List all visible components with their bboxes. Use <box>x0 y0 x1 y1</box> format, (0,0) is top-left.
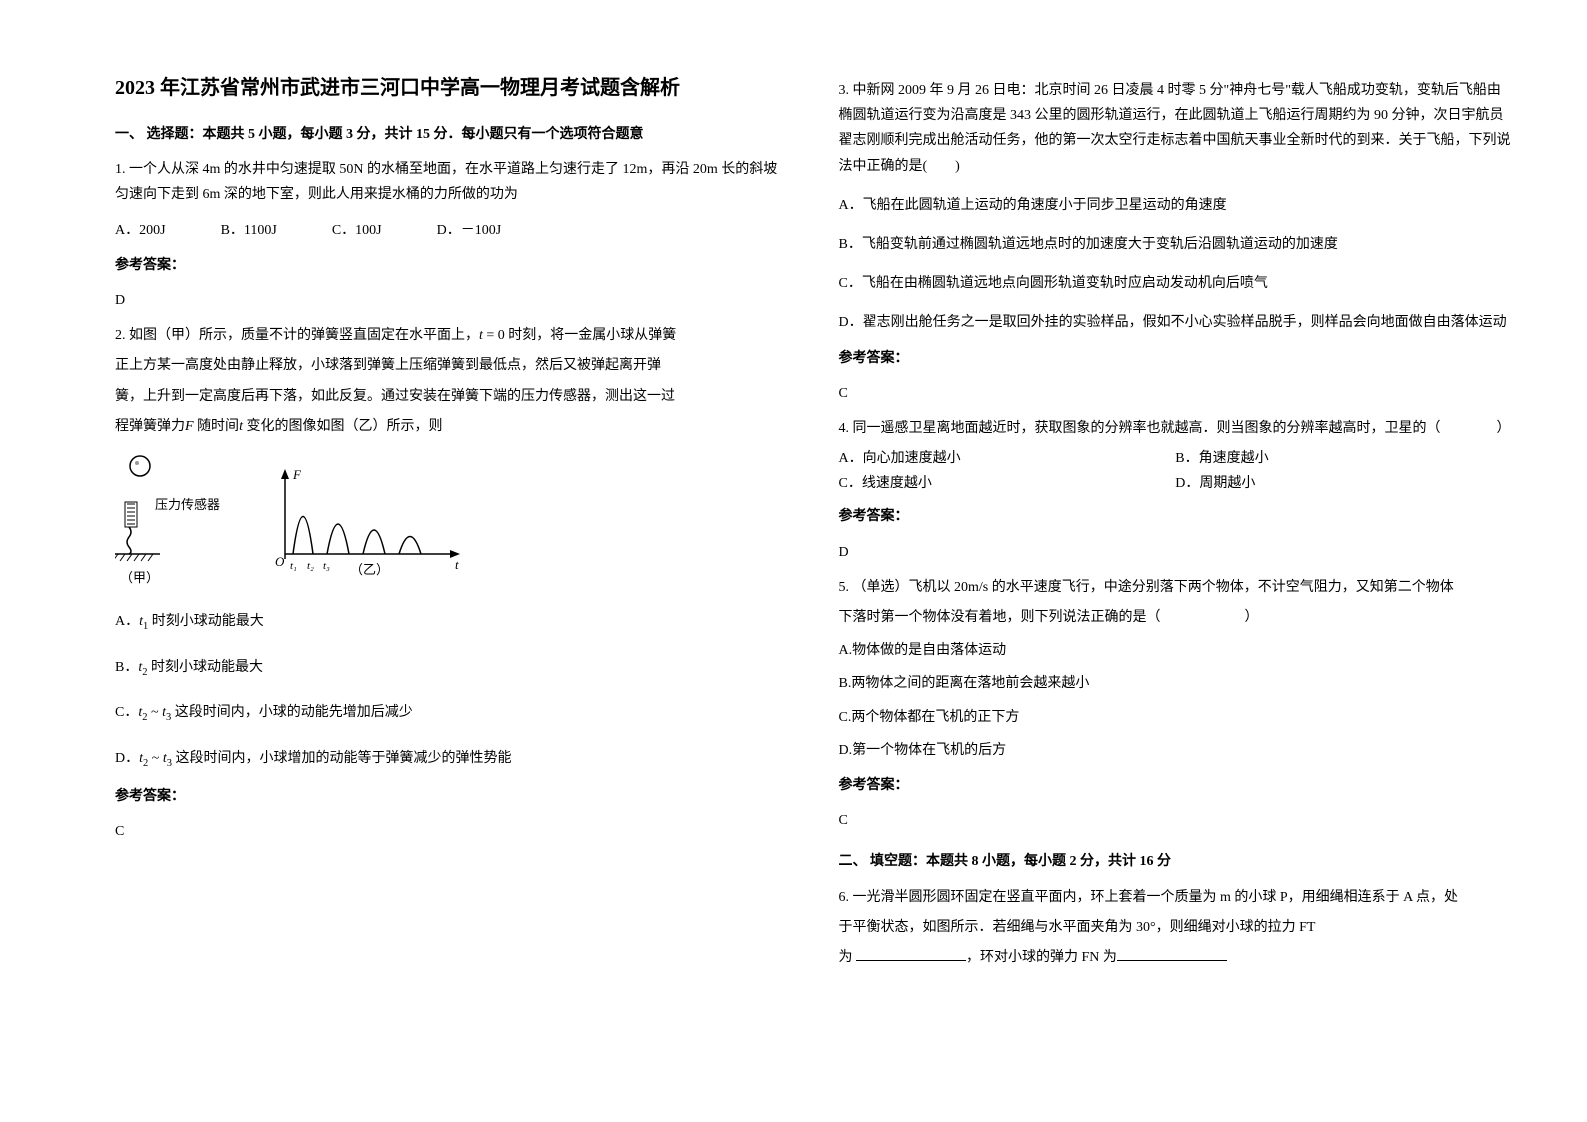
q2-opt-c: C．t2 ~ t3 这段时间内，小球的动能先增加后减少 <box>115 700 789 728</box>
svg-text:t₁: t₁ <box>290 560 297 572</box>
document-title: 2023 年江苏省常州市武进市三河口中学高一物理月考试题含解析 <box>115 70 789 106</box>
svg-text:t₂: t₂ <box>307 560 314 572</box>
question-4: 4. 同一遥感卫星离地面越近时，获取图象的分辨率也就越高．则当图象的分辨率越高时… <box>839 416 1513 497</box>
q3-answer-label: 参考答案： <box>839 346 1513 371</box>
q2-opt-a: A．t1 时刻小球动能最大 <box>115 609 789 637</box>
q2-line1: 2. 如图（甲）所示，质量不计的弹簧竖直固定在水平面上，t = 0 时刻，将一金… <box>115 323 789 348</box>
right-column: 3. 中新网 2009 年 9 月 26 日电：北京时间 26 日凌晨 4 时零… <box>814 70 1538 1082</box>
svg-text:t: t <box>455 557 459 572</box>
q5-opt-d: D.第一个物体在飞机的后方 <box>839 738 1513 763</box>
q3-answer: C <box>839 381 1513 406</box>
q2-line2: 正上方某一高度处由静止释放，小球落到弹簧上压缩弹簧到最低点，然后又被弹起离开弹 <box>115 353 789 378</box>
q3-opt-b: B．飞船变轨前通过椭圆轨道远地点时的加速度大于变轨后沿圆轨道运动的加速度 <box>839 232 1513 257</box>
q6-line1: 6. 一光滑半圆形圆环固定在竖直平面内，环上套着一个质量为 m 的小球 P，用细… <box>839 885 1513 910</box>
q1-opt-a: A．200J <box>115 218 166 243</box>
q3-opt-d: D．翟志刚出舱任务之一是取回外挂的实验样品，假如不小心实验样品脱手，则样品会向地… <box>839 310 1513 335</box>
question-2: 2. 如图（甲）所示，质量不计的弹簧竖直固定在水平面上，t = 0 时刻，将一金… <box>115 323 789 774</box>
q6-line3: 为 ，环对小球的弹力 FN 为 <box>839 945 1513 970</box>
q4-opt-c: C．线速度越小 <box>839 471 1176 496</box>
fig-yi-label: （乙） <box>350 562 389 577</box>
q2-opt-b: B．t2 时刻小球动能最大 <box>115 655 789 683</box>
question-6: 6. 一光滑半圆形圆环固定在竖直平面内，环上套着一个质量为 m 的小球 P，用细… <box>839 885 1513 971</box>
question-5: 5. （单选）飞机以 20m/s 的水平速度飞行，中途分别落下两个物体，不计空气… <box>839 575 1513 763</box>
q2-opt-d: D．t2 ~ t3 这段时间内，小球增加的动能等于弹簧减少的弹性势能 <box>115 746 789 774</box>
question-1: 1. 一个人从深 4m 的水井中匀速提取 50N 的水桶至地面，在水平道路上匀速… <box>115 157 789 243</box>
q2-line3: 簧，上升到一定高度后再下落，如此反复。通过安装在弹簧下端的压力传感器，测出这一过 <box>115 384 789 409</box>
q3-text: 3. 中新网 2009 年 9 月 26 日电：北京时间 26 日凌晨 4 时零… <box>839 78 1513 179</box>
q2-answer: C <box>115 819 789 844</box>
q4-answer-label: 参考答案： <box>839 504 1513 529</box>
q5-opt-b: B.两物体之间的距离在落地前会越来越小 <box>839 671 1513 696</box>
q1-options: A．200J B．1100J C．100J D．－100J <box>115 218 789 243</box>
figure-yi: F t O t₁ t₂ t₃ （乙） <box>265 464 465 584</box>
section1-heading: 一、 选择题：本题共 5 小题，每小题 3 分，共计 15 分．每小题只有一个选… <box>115 122 789 147</box>
q5-opt-a: A.物体做的是自由落体运动 <box>839 638 1513 663</box>
blank-fn <box>1117 947 1227 961</box>
q4-options-row1: A．向心加速度越小 B．角速度越小 <box>839 446 1513 471</box>
q4-opt-a: A．向心加速度越小 <box>839 446 1176 471</box>
fig-jia-label: （甲） <box>120 570 159 585</box>
q5-answer-label: 参考答案： <box>839 773 1513 798</box>
q4-answer: D <box>839 540 1513 565</box>
q4-opt-d: D．周期越小 <box>1175 471 1512 496</box>
q6-line2: 于平衡状态，如图所示．若细绳与水平面夹角为 30°，则细绳对小球的拉力 FT <box>839 915 1513 940</box>
q4-opt-b: B．角速度越小 <box>1175 446 1512 471</box>
q1-text: 1. 一个人从深 4m 的水井中匀速提取 50N 的水桶至地面，在水平道路上匀速… <box>115 157 789 207</box>
q5-answer: C <box>839 808 1513 833</box>
q2-line4: 程弹簧弹力F 随时间t 变化的图像如图（乙）所示，则 <box>115 414 789 439</box>
q4-options-row2: C．线速度越小 D．周期越小 <box>839 471 1513 496</box>
q5-line1: 5. （单选）飞机以 20m/s 的水平速度飞行，中途分别落下两个物体，不计空气… <box>839 575 1513 600</box>
q1-opt-d: D．－100J <box>437 218 502 243</box>
q1-opt-c: C．100J <box>332 218 382 243</box>
q2-figures: 压力传感器 （甲） F <box>115 454 789 594</box>
svg-text:F: F <box>292 467 302 482</box>
left-column: 2023 年江苏省常州市武进市三河口中学高一物理月考试题含解析 一、 选择题：本… <box>90 70 814 1082</box>
q2-answer-label: 参考答案： <box>115 784 789 809</box>
svg-text:t₃: t₃ <box>323 560 330 572</box>
svg-text:O: O <box>275 554 285 569</box>
q4-text: 4. 同一遥感卫星离地面越近时，获取图象的分辨率也就越高．则当图象的分辨率越高时… <box>839 416 1513 441</box>
question-3: 3. 中新网 2009 年 9 月 26 日电：北京时间 26 日凌晨 4 时零… <box>839 78 1513 336</box>
fig-jia-sensor-label: 压力传感器 <box>155 497 220 512</box>
q1-answer-label: 参考答案： <box>115 253 789 278</box>
section2-heading: 二、 填空题：本题共 8 小题，每小题 2 分，共计 16 分 <box>839 849 1513 874</box>
q5-opt-c: C.两个物体都在飞机的正下方 <box>839 705 1513 730</box>
figure-jia: 压力传感器 （甲） <box>115 454 235 594</box>
q3-opt-a: A．飞船在此圆轨道上运动的角速度小于同步卫星运动的角速度 <box>839 193 1513 218</box>
q5-line2: 下落时第一个物体没有着地，则下列说法正确的是（ ） <box>839 605 1513 630</box>
q1-opt-b: B．1100J <box>221 218 277 243</box>
q3-opt-c: C．飞船在由椭圆轨道远地点向圆形轨道变轨时应启动发动机向后喷气 <box>839 271 1513 296</box>
q1-answer: D <box>115 288 789 313</box>
blank-ft <box>856 947 966 961</box>
